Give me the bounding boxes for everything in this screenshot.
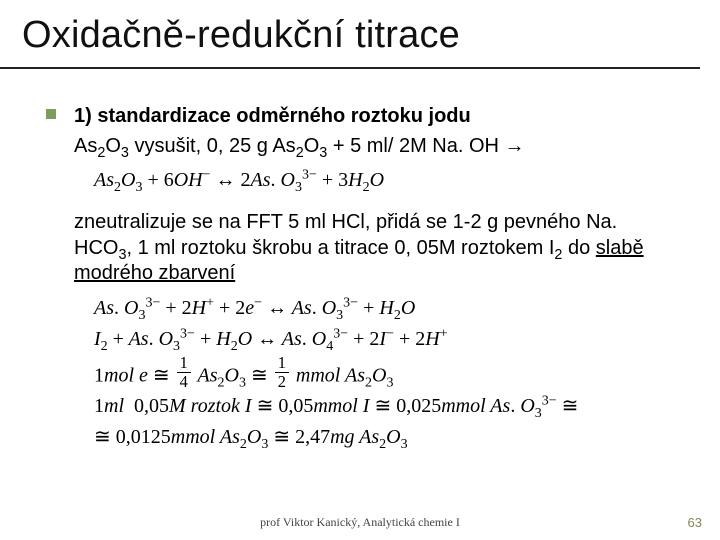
t: do <box>562 237 595 259</box>
equation-block: As. O33− + 2H+ + 2e− ↔ As. O33− + H2O I2… <box>94 293 680 454</box>
t: O <box>105 135 121 157</box>
page-number: 63 <box>688 515 702 530</box>
t: vysušit, 0, 25 g As <box>129 135 296 157</box>
t: As <box>74 135 97 157</box>
t: , 1 ml roztoku škrobu a titrace 0, 05M r… <box>126 237 554 259</box>
t: O <box>304 135 320 157</box>
eq6: ≅ 0,0125mmol As2O3 ≅ 2,47mg As2O3 <box>94 422 680 453</box>
fraction-1-2: 12 <box>275 355 289 391</box>
sub: 3 <box>121 145 129 161</box>
eq-text: As2O3 + 6OH− ↔ 2As. O33− + 3H2O <box>94 165 680 196</box>
slide: Oxidačně-redukční titrace 1) standardiza… <box>0 0 720 540</box>
eq3: I2 + As. O33− + H2O ↔ As. O43− + 2I− + 2… <box>94 324 680 355</box>
eq2: As. O33− + 2H+ + 2e− ↔ As. O33− + H2O <box>94 293 680 324</box>
t: + 5 ml/ 2M Na. OH → <box>327 135 524 157</box>
square-bullet-icon <box>46 109 56 119</box>
line-as2o3: As2O3 vysušit, 0, 25 g As2O3 + 5 ml/ 2M … <box>74 133 680 159</box>
equation-1: As2O3 + 6OH− ↔ 2As. O33− + 3H2O <box>94 165 680 196</box>
eq5: 1ml 0,05M roztok I ≅ 0,05mmol I ≅ 0,025m… <box>94 391 680 422</box>
eq4: 1mol e ≅ 14 As2O3 ≅ 12 mmol As2O3 <box>94 355 680 392</box>
sub: 2 <box>296 145 304 161</box>
paragraph-2: zneutralizuje se na FFT 5 ml HCl, přidá … <box>74 210 680 287</box>
bullet-row: 1) standardizace odměrného roztoku jodu <box>46 103 680 129</box>
title-rule: Oxidačně-redukční titrace <box>0 0 700 69</box>
footer-text: prof Viktor Kanický, Analytická chemie I <box>0 515 720 530</box>
fraction-1-4: 14 <box>177 355 191 391</box>
content-area: 1) standardizace odměrného roztoku jodu … <box>0 69 720 453</box>
bullet-heading: 1) standardizace odměrného roztoku jodu <box>74 103 471 129</box>
slide-title: Oxidačně-redukční titrace <box>22 14 700 57</box>
